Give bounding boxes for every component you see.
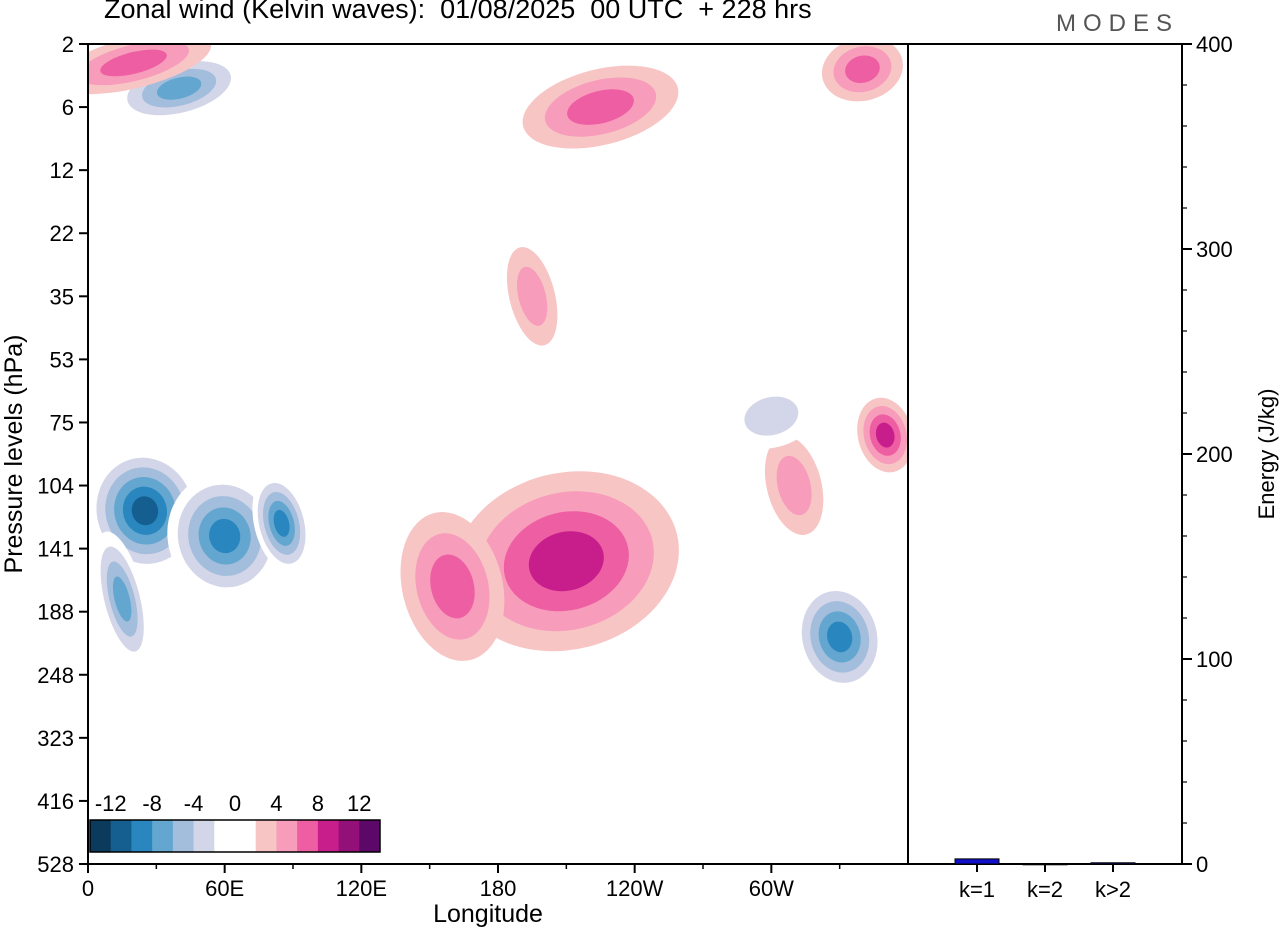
energy-tick-label: 0 xyxy=(1196,852,1208,877)
anomaly-cell xyxy=(453,471,679,652)
y-tick-label: 248 xyxy=(37,663,74,688)
energy-category-label: k=2 xyxy=(1027,877,1063,902)
modes-logo: MODES xyxy=(1056,10,1180,37)
x-tick-label: 180 xyxy=(480,876,517,901)
anomaly-cell xyxy=(857,397,908,473)
x-tick-label: 120E xyxy=(336,876,387,901)
colorbar-swatch xyxy=(235,820,257,852)
anomaly-cell xyxy=(506,247,558,346)
colorbar-swatch xyxy=(110,820,132,852)
contour-level xyxy=(875,422,895,448)
energy-tick-label: 400 xyxy=(1196,32,1233,57)
colorbar-label: 0 xyxy=(229,791,241,816)
colorbar-label: 12 xyxy=(347,791,371,816)
colorbar-swatch xyxy=(193,820,215,852)
colorbar-label: -8 xyxy=(142,791,162,816)
anomaly-cell xyxy=(167,473,282,599)
x-axis-label: Longitude xyxy=(433,900,543,928)
colorbar-swatch xyxy=(152,820,174,852)
y-axis-label: Pressure levels (hPa) xyxy=(0,335,28,574)
anomaly-cell xyxy=(400,512,505,661)
y-tick-label: 2 xyxy=(62,32,74,57)
y-tick-label: 104 xyxy=(37,474,74,499)
colorbar-swatch xyxy=(90,820,112,852)
x-tick-label: 60E xyxy=(205,876,244,901)
energy-axis-label: Energy (J/kg) xyxy=(1254,389,1279,520)
energy-tick-label: 100 xyxy=(1196,647,1233,672)
y-tick-label: 6 xyxy=(62,95,74,120)
contour-level xyxy=(273,509,290,537)
colorbar-label: 4 xyxy=(270,791,282,816)
anomaly-cell xyxy=(522,65,679,149)
heatmap-area xyxy=(88,44,908,694)
chart-title: Zonal wind (Kelvin waves): 01/08/2025 00… xyxy=(104,0,812,24)
energy-bar xyxy=(1090,862,1136,865)
energy-category-label: k>2 xyxy=(1095,877,1131,902)
anomaly-cell xyxy=(793,580,886,694)
contour-level xyxy=(112,576,132,622)
contour-level xyxy=(827,621,853,653)
contour-level xyxy=(100,49,167,77)
contour-level xyxy=(156,76,202,100)
colorbar-swatch xyxy=(214,820,236,852)
colorbar-swatch xyxy=(131,820,153,852)
anomaly-cell xyxy=(764,436,824,535)
contour-level xyxy=(845,55,880,84)
anomaly-cell xyxy=(726,383,817,449)
energy-bars: 0 100 200 300 400 Energy (J/kg) k=1 k=2 k>2 xyxy=(908,32,1279,902)
energy-bar xyxy=(954,858,1000,865)
contour-level xyxy=(528,531,604,592)
colorbar-swatch xyxy=(276,820,298,852)
colorbar-swatch xyxy=(255,820,277,852)
contour-level xyxy=(744,396,799,436)
colorbar-swatch xyxy=(338,820,360,852)
contour-level xyxy=(567,89,634,125)
colorbar-swatch xyxy=(317,820,340,852)
anomaly-cell xyxy=(252,473,311,573)
y-tick-label: 35 xyxy=(50,284,74,309)
colorbar-label: -12 xyxy=(95,791,127,816)
x-tick-label: 120W xyxy=(606,876,664,901)
contour-level xyxy=(209,518,241,554)
x-tick-label: 0 xyxy=(82,876,94,901)
y-tick-label: 416 xyxy=(37,789,74,814)
y-tick-label: 323 xyxy=(37,726,74,751)
colorbar-swatch xyxy=(359,820,381,852)
colorbar-swatch xyxy=(297,820,319,852)
x-tick-label: 60W xyxy=(749,876,794,901)
energy-tick-label: 300 xyxy=(1196,237,1233,262)
contour-level xyxy=(131,496,159,526)
colorbar: -12 -8 -4 0 4 8 12 xyxy=(89,791,381,853)
energy-tick-label: 200 xyxy=(1196,442,1233,467)
contour-level xyxy=(776,455,812,516)
y-tick-label: 528 xyxy=(37,852,74,877)
contour-level xyxy=(430,554,475,619)
colorbar-label: 8 xyxy=(312,791,324,816)
energy-category-label: k=1 xyxy=(959,877,995,902)
colorbar-label: -4 xyxy=(184,791,204,816)
contour-level xyxy=(517,266,548,326)
y-tick-label: 141 xyxy=(37,537,74,562)
colorbar-swatch xyxy=(172,820,195,852)
y-tick-label: 53 xyxy=(50,347,74,372)
y-tick-label: 12 xyxy=(50,158,74,183)
colorbar-frame xyxy=(89,819,381,853)
anomaly-cell xyxy=(88,44,212,95)
y-tick-label: 188 xyxy=(37,600,74,625)
anomaly-cell xyxy=(94,531,150,667)
y-tick-label: 22 xyxy=(50,221,74,246)
y-tick-label: 75 xyxy=(50,410,74,435)
anomaly-cell xyxy=(821,44,903,102)
